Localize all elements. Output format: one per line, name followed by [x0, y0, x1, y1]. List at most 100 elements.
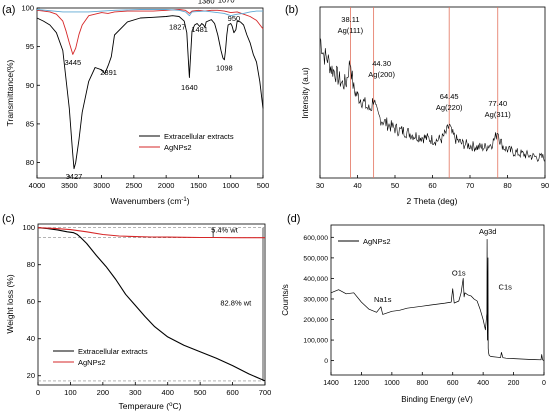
x-tick-label: 800 — [416, 380, 428, 387]
panel-d-x-axis-title: Binding Energy (eV) — [401, 395, 473, 404]
panel-d-plot-frame — [330, 224, 545, 376]
x-tick-label: 50 — [391, 181, 399, 190]
legend-label-agnps2: AgNPs2 — [164, 143, 192, 152]
y-tick-label: 300,000 — [303, 296, 328, 303]
x-tick-label: 30 — [316, 181, 324, 190]
panel-b-label: (b) — [285, 4, 298, 16]
panel-d: (d) 1400 1200 1000 800 600 400 200 0 0 100,000 200… — [281, 213, 546, 404]
peak-annotation: 3445 — [64, 58, 81, 67]
panel-c-reference-lines — [38, 227, 265, 382]
peak-annotation: 3427 — [66, 172, 83, 181]
panel-c-annotations: 5.4% wt 82.8% wt — [211, 225, 252, 307]
series-line-extracellular-extracts — [36, 15, 264, 170]
panel-c: (c) 0 100 200 300 400 500 600 700 20 40 60 80 100 5.… — [2, 213, 271, 411]
x-tick-label: 1400 — [323, 380, 339, 387]
panel-c-plot-frame — [37, 223, 266, 386]
panel-a-plot-frame — [36, 7, 264, 179]
panel-d-peak-annotations: Ag3d O1s Na1s C1s — [374, 227, 512, 304]
y-tick-label: 95 — [26, 42, 34, 51]
x-tick-label: 500 — [194, 388, 207, 397]
series-line-agnps2 — [37, 227, 265, 239]
panel-b-peak-labels: 38.11 Ag(111) 44.30 Ag(200) 64.45 Ag(220) 77.4… — [338, 15, 512, 119]
xrd-pattern-line — [319, 37, 545, 162]
x-tick-label: 2500 — [126, 181, 143, 190]
panel-b-y-axis-title: Intensity (a.u) — [300, 67, 310, 119]
panel-c-label: (c) — [2, 213, 15, 225]
panel-d-series — [330, 239, 545, 361]
panel-c-y-axis-title: Weight loss (%) — [5, 274, 15, 334]
panel-c-axis-ticks: 0 100 200 300 400 500 600 700 20 40 60 80 100 — [22, 223, 271, 397]
x-tick-label: 60 — [428, 181, 436, 190]
peak-plane-label: Ag(200) — [368, 70, 395, 79]
legend-label-extracellular: Extracellular extracts — [164, 132, 234, 141]
peak-annotation: 2891 — [100, 68, 117, 77]
x-tick-label: 600 — [447, 380, 459, 387]
panel-a-legend: Extracellular extracts AgNPs2 — [139, 132, 234, 152]
peak-annotation: O1s — [452, 268, 466, 277]
series-line-agnps2 — [36, 9, 264, 55]
y-tick-label: 40 — [27, 334, 35, 343]
x-tick-label: 1200 — [354, 380, 370, 387]
x-tick-label: 200 — [97, 388, 110, 397]
peak-annotation: 1380 — [198, 0, 215, 5]
peak-position-label: 44.30 — [372, 59, 391, 68]
peak-plane-label: Ag(220) — [436, 103, 463, 112]
x-tick-label: 90 — [541, 181, 549, 190]
x-tick-label: 80 — [503, 181, 511, 190]
peak-annotation: 82.8% wt — [220, 298, 252, 307]
panel-d-y-axis-title: Counts/s — [281, 284, 290, 316]
y-tick-label: 90 — [26, 81, 34, 90]
x-tick-label: 70 — [466, 181, 474, 190]
panel-b: (b) 30 40 50 60 70 80 90 38.11 Ag(111) 44.30 Ag(2… — [285, 4, 549, 206]
x-tick-label: 40 — [353, 181, 361, 190]
y-tick-label: 200,000 — [303, 317, 328, 324]
legend-label-agnps2: AgNPs2 — [78, 358, 106, 367]
y-tick-label: 85 — [26, 119, 34, 128]
y-tick-label: 100 — [22, 223, 35, 232]
x-tick-label: 500 — [257, 181, 270, 190]
peak-plane-label: Ag(111) — [338, 26, 364, 35]
panel-b-series — [319, 37, 545, 162]
x-tick-label: 3500 — [61, 181, 78, 190]
panel-d-label: (d) — [287, 213, 300, 225]
legend-label-extracellular: Extracellular extracts — [78, 347, 148, 356]
panel-a-axis-ticks: 4000 3500 3000 2500 2000 1500 1000 500 80 85 90 95 1… — [21, 4, 269, 191]
x-tick-label: 700 — [259, 388, 272, 397]
peak-annotation: 1640 — [181, 83, 198, 92]
y-tick-label: 0 — [324, 358, 328, 365]
y-tick-label: 100 — [21, 4, 34, 13]
panel-d-axis-ticks: 1400 1200 1000 800 600 400 200 0 0 100,000 200,000… — [303, 235, 546, 387]
peak-annotation: 950 — [228, 14, 241, 23]
x-tick-label: 1500 — [190, 181, 207, 190]
panel-c-legend: Extracellular extracts AgNPs2 — [53, 347, 148, 367]
x-tick-label: 200 — [508, 380, 520, 387]
panel-c-x-axis-title: Temperaure (oC) — [119, 401, 182, 411]
y-tick-label: 400,000 — [303, 276, 328, 283]
y-tick-label: 60 — [27, 297, 35, 306]
x-tick-label: 300 — [129, 388, 142, 397]
y-tick-label: 100,000 — [303, 338, 328, 345]
peak-position-label: 38.11 — [341, 15, 359, 24]
panel-a-x-axis-title: Wavenumbers (cm-1) — [110, 196, 189, 206]
peak-position-label: 77.40 — [488, 99, 507, 108]
peak-position-label: 64.45 — [440, 92, 459, 101]
peak-annotation: Ag3d — [479, 227, 497, 236]
panel-a-y-axis-title: Transmittance(%) — [5, 59, 15, 126]
x-tick-label: 1000 — [222, 181, 239, 190]
series-line-extracellular-extracts — [37, 227, 266, 382]
x-tick-label: 600 — [226, 388, 239, 397]
panel-a-series — [36, 9, 264, 170]
x-tick-label: 0 — [36, 388, 40, 397]
peak-annotation: C1s — [499, 283, 513, 292]
legend-label-agnps2: AgNPs2 — [363, 237, 391, 246]
panel-b-x-axis-title: 2 Theta (deg) — [407, 196, 458, 206]
x-tick-label: 2000 — [158, 181, 175, 190]
peak-annotation: 5.4% wt — [211, 225, 239, 234]
panel-c-series — [37, 227, 266, 382]
peak-plane-label: Ag(311) — [485, 110, 512, 119]
y-tick-label: 600,000 — [303, 235, 328, 242]
series-line-agnps2 — [330, 239, 545, 361]
y-tick-label: 80 — [27, 260, 35, 269]
peak-annotation: Na1s — [374, 295, 392, 304]
